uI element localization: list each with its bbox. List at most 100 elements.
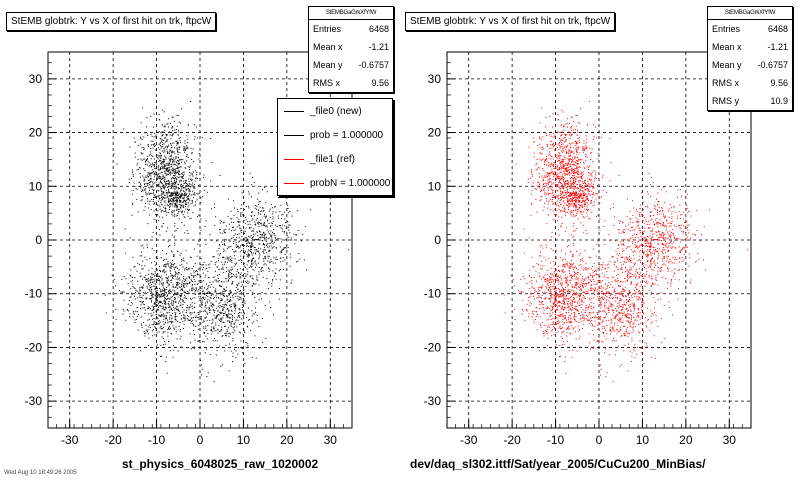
data-point <box>186 147 188 149</box>
data-point <box>229 306 231 308</box>
data-point <box>253 313 255 315</box>
data-point <box>230 291 232 293</box>
data-point <box>576 183 578 185</box>
data-point <box>170 195 172 197</box>
data-point <box>158 113 160 115</box>
data-point <box>637 241 639 243</box>
data-point <box>171 172 173 174</box>
data-point <box>575 199 577 201</box>
data-point <box>216 340 218 342</box>
data-point <box>159 301 161 303</box>
data-point <box>184 187 186 189</box>
data-point <box>226 330 228 332</box>
data-point <box>120 291 122 293</box>
data-point <box>537 182 539 184</box>
data-point <box>245 274 247 276</box>
data-point <box>192 202 194 204</box>
data-point <box>207 292 209 294</box>
data-point <box>161 277 163 279</box>
data-point <box>667 250 669 252</box>
data-point <box>163 140 165 142</box>
data-point <box>169 306 171 308</box>
data-point <box>541 149 543 151</box>
data-point <box>163 164 165 166</box>
data-point <box>247 221 249 223</box>
data-point <box>237 211 239 213</box>
data-point <box>586 206 588 208</box>
data-point <box>160 144 162 146</box>
data-point <box>578 146 580 148</box>
data-point <box>208 290 210 292</box>
data-point <box>186 203 188 205</box>
data-point <box>214 264 216 266</box>
data-point <box>156 291 158 293</box>
data-point <box>558 157 560 159</box>
data-point <box>153 186 155 188</box>
data-point <box>214 207 216 209</box>
data-point <box>242 214 244 216</box>
data-point <box>542 178 544 180</box>
data-point <box>206 291 208 293</box>
data-point <box>162 331 164 333</box>
data-point <box>163 125 165 127</box>
data-point <box>184 193 186 195</box>
data-point <box>585 155 587 157</box>
data-point <box>177 282 179 284</box>
data-point <box>564 183 566 185</box>
data-point <box>268 237 270 239</box>
data-point <box>221 261 223 263</box>
data-point <box>227 313 229 315</box>
data-point <box>129 296 131 298</box>
data-point <box>680 228 682 230</box>
data-point <box>183 146 185 148</box>
data-point <box>566 179 568 181</box>
data-point <box>226 307 228 309</box>
data-point <box>186 154 188 156</box>
data-point <box>590 184 592 186</box>
data-point <box>568 158 570 160</box>
data-point <box>158 294 160 296</box>
data-point <box>247 273 249 275</box>
data-point <box>163 316 165 318</box>
data-point <box>156 344 158 346</box>
data-point <box>198 158 200 160</box>
data-point <box>560 139 562 141</box>
data-point <box>578 152 580 154</box>
data-point <box>249 246 251 248</box>
data-point <box>576 159 578 161</box>
data-point <box>647 255 649 257</box>
data-point <box>167 179 169 181</box>
data-point <box>224 332 226 334</box>
data-point <box>140 308 142 310</box>
data-point <box>172 289 174 291</box>
data-point <box>553 162 555 164</box>
data-point <box>243 294 245 296</box>
data-point <box>157 154 159 156</box>
data-point <box>132 203 134 205</box>
data-point <box>180 195 182 197</box>
data-point <box>575 192 577 194</box>
data-point <box>582 171 584 173</box>
data-point <box>159 138 161 140</box>
data-point <box>272 211 274 213</box>
data-point <box>562 143 564 145</box>
data-point <box>238 221 240 223</box>
data-point <box>164 303 166 305</box>
data-point <box>267 257 269 259</box>
data-point <box>234 307 236 309</box>
data-point <box>221 319 223 321</box>
data-point <box>180 185 182 187</box>
data-point <box>235 244 237 246</box>
data-point <box>208 284 210 286</box>
data-point <box>557 160 559 162</box>
data-point <box>571 130 573 132</box>
data-point <box>244 331 246 333</box>
data-point <box>154 283 156 285</box>
data-point <box>571 168 573 170</box>
data-point <box>569 193 571 195</box>
data-point <box>573 175 575 177</box>
data-point <box>155 297 157 299</box>
data-point <box>159 302 161 304</box>
data-point <box>150 278 152 280</box>
data-point <box>571 152 573 154</box>
